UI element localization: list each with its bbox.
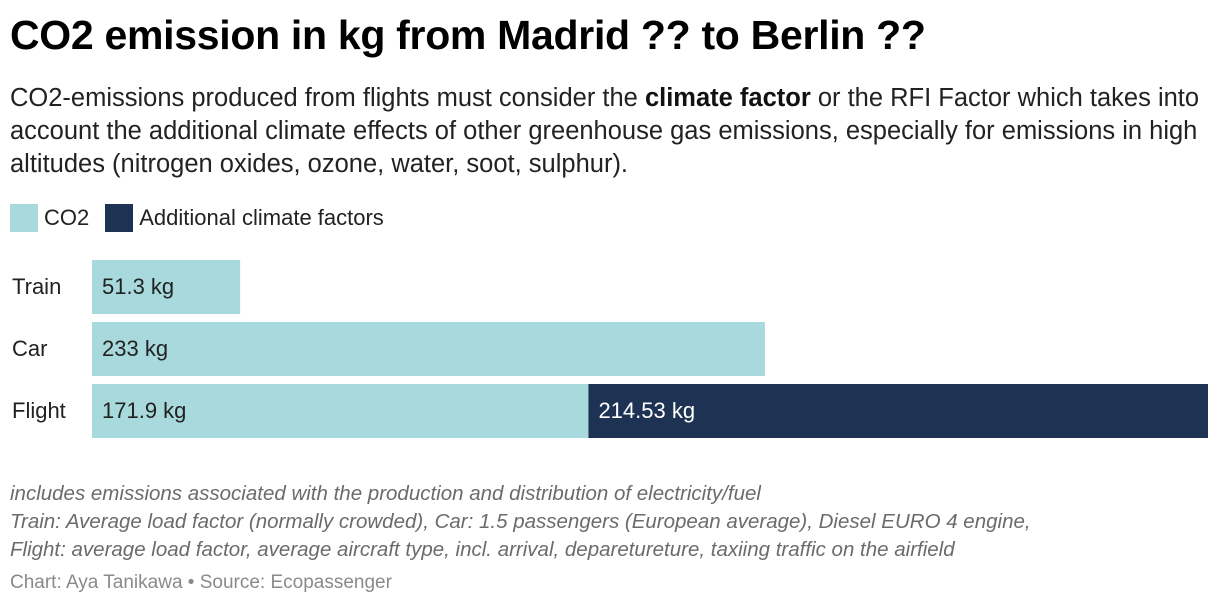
subtitle-bold-term: climate factor [644,84,811,112]
bar-flight-co2 [92,384,589,438]
bar-car-co2 [92,322,765,376]
bar-train-co2 [92,260,241,314]
legend-swatch-co2 [10,204,38,232]
subtitle-text-end: or the RFI Factor which takes into accou… [10,84,1200,178]
legend-item-co2: CO2 [10,204,89,232]
bar-chart: Train 51.3 kg Car 233 kg Flight 171.9 kg 214.5… [12,260,1208,438]
subtitle-text-start: CO2-emissions produced from flights must… [10,84,645,112]
legend-swatch-additional [105,204,134,232]
data-label-flight-co2: 171.9 kg [102,398,186,423]
legend-label-co2: CO2 [44,205,90,230]
data-label-flight-additional: 214.53 kg [598,398,695,423]
data-label-train-co2: 51.3 kg [102,274,174,299]
chart-legend: CO2 Additional climate factors [10,204,400,232]
note-line: includes emissions associated with the p… [10,482,761,505]
legend-label-additional: Additional climate factors [139,205,384,230]
category-label-train: Train [12,274,61,299]
chart-subtitle: CO2-emissions produced from flights must… [10,82,1210,181]
chart-credit: Chart: Aya Tanikawa • Source: Ecopasseng… [10,572,392,593]
note-line: Train: Average load factor (normally cro… [10,510,1031,533]
bar-flight-additional [588,384,1208,438]
chart-title: CO2 emission in kg from Madrid ?? to Ber… [10,12,926,58]
category-label-car: Car [12,336,47,361]
note-line: Flight: average load factor, average air… [10,538,955,561]
category-label-flight: Flight [12,398,66,423]
chart-notes: includes emissions associated with the p… [10,480,1031,564]
legend-item-additional: Additional climate factors [105,204,384,232]
data-label-car-co2: 233 kg [102,336,168,361]
